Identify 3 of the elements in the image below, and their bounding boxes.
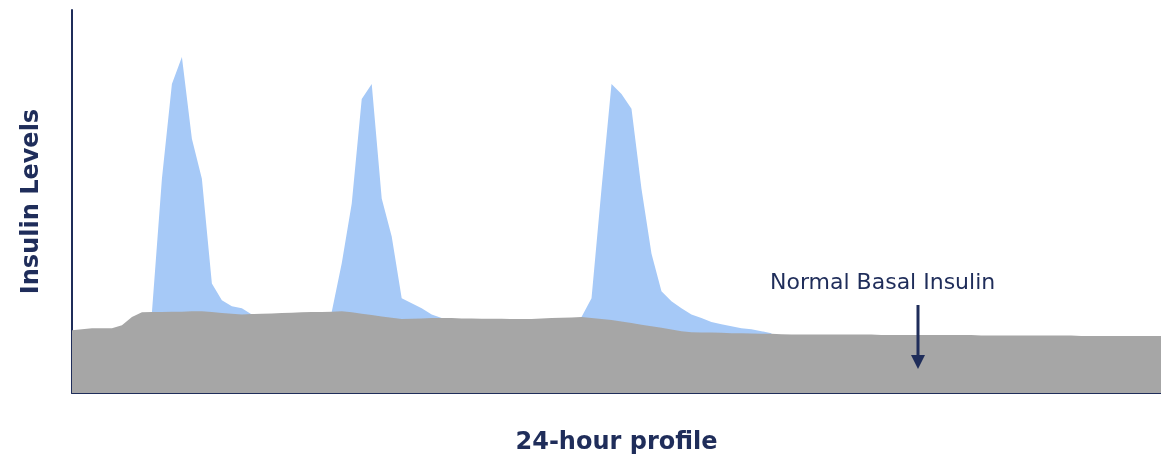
x-axis-title: 24-hour profile: [515, 427, 718, 455]
annotation: Normal Basal Insulin: [770, 268, 996, 294]
y-axis-title: Insulin Levels: [16, 108, 44, 295]
